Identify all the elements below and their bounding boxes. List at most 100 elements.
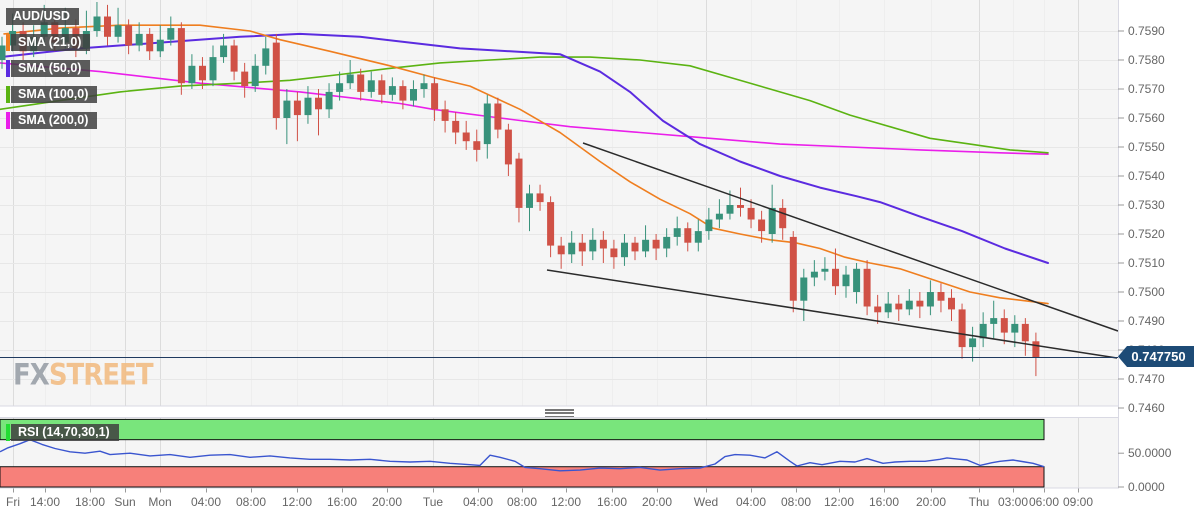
candle-body xyxy=(990,318,998,324)
candle-body xyxy=(652,239,660,249)
price-axis-tick-label: 0.7520 xyxy=(1128,227,1165,241)
candle-body xyxy=(694,231,702,243)
candle-body xyxy=(378,80,386,95)
candle-body xyxy=(884,303,892,313)
legend-item-sma21[interactable]: SMA (21,0) xyxy=(6,34,97,51)
time-axis-tick-label: 16:00 xyxy=(869,495,899,509)
time-axis-tick-label: 04:00 xyxy=(736,495,766,509)
price-axis-tick-label: 0.7570 xyxy=(1128,82,1165,96)
rsi-band-oversold xyxy=(0,466,1045,488)
time-axis-tick-label: 09:00 xyxy=(1063,495,1093,509)
price-axis-tick-label: 0.7510 xyxy=(1128,256,1165,270)
candle-body xyxy=(737,205,744,208)
sma21-color-swatch xyxy=(6,34,10,51)
candle-body xyxy=(241,71,249,87)
time-axis-tick-label: 16:00 xyxy=(327,495,357,509)
candle-body xyxy=(568,242,576,255)
candle-body xyxy=(821,268,829,272)
legend-item-sma200[interactable]: SMA (200,0) xyxy=(6,112,98,129)
candle-body xyxy=(789,236,797,301)
time-axis-tick-label: Mon xyxy=(148,495,171,509)
candle-body xyxy=(367,80,375,92)
legend-item-sma50[interactable]: SMA (50,0) xyxy=(6,60,97,77)
rsi-band-overbought xyxy=(0,418,1045,441)
time-axis-tick-label: Wed xyxy=(694,495,718,509)
rsi-axis-tick-label: 50.0000 xyxy=(1128,446,1172,460)
price-axis-tick-label: 0.7580 xyxy=(1128,53,1165,67)
candle-body xyxy=(779,207,787,229)
rsi-color-swatch xyxy=(6,424,10,441)
candle-body xyxy=(631,242,639,252)
legend-symbol[interactable]: AUD/USD xyxy=(6,8,97,25)
candle-body xyxy=(1032,341,1040,358)
candle-body xyxy=(399,86,407,101)
candle-body xyxy=(673,228,681,237)
candle-body xyxy=(958,309,966,348)
price-axis-tick-label: 0.7470 xyxy=(1128,372,1165,386)
time-axis-tick-label: 04:00 xyxy=(191,495,221,509)
candle-body xyxy=(610,248,618,258)
candle-body xyxy=(969,338,977,348)
candle-body xyxy=(557,245,565,255)
time-axis-tick-label: 04:00 xyxy=(463,495,493,509)
candle-body xyxy=(114,25,122,37)
price-axis-scale[interactable] xyxy=(1118,0,1194,488)
current-price-label: 0.747750 xyxy=(1118,346,1194,367)
candle-body xyxy=(104,16,111,37)
candle-body xyxy=(905,300,913,310)
pane-resize-handle[interactable] xyxy=(545,409,574,417)
candle-body xyxy=(410,89,417,101)
candle-body xyxy=(768,207,776,234)
candle-body xyxy=(304,97,312,116)
rsi-label: RSI (14,70,30,1) xyxy=(11,424,119,441)
trendline-lower[interactable] xyxy=(546,269,1118,359)
candle-body xyxy=(51,22,59,43)
candle-body xyxy=(747,207,755,220)
candle-body xyxy=(684,228,692,243)
candle-body xyxy=(642,239,650,252)
candle-body xyxy=(1021,323,1029,342)
legend-item-sma100[interactable]: SMA (100,0) xyxy=(6,86,98,103)
candle-body xyxy=(515,158,523,208)
price-axis-tick-label: 0.7590 xyxy=(1128,24,1165,38)
candle-body xyxy=(916,300,924,307)
candle-body xyxy=(473,141,481,150)
candle-body xyxy=(842,274,850,287)
candle-body xyxy=(589,239,597,252)
candle-body xyxy=(1011,323,1019,333)
time-axis-tick-label: 08:00 xyxy=(507,495,537,509)
rsi-line xyxy=(0,439,1045,472)
candle-body xyxy=(315,97,322,110)
time-axis-tick-label: Fri xyxy=(6,495,20,509)
sma50-label: SMA (50,0) xyxy=(11,60,91,77)
time-axis-scale[interactable] xyxy=(0,488,1118,513)
time-axis-tick-label: 16:00 xyxy=(597,495,627,509)
price-axis-tick-label: 0.7490 xyxy=(1128,314,1165,328)
time-axis-tick-label: 06:00 xyxy=(1029,495,1059,509)
fxstreet-logo-fx: FX xyxy=(13,358,50,393)
candle-body xyxy=(536,193,544,203)
candle-body xyxy=(441,109,449,121)
candle-body xyxy=(167,28,175,40)
time-axis-tick-label: 20:00 xyxy=(916,495,946,509)
trendline-upper[interactable] xyxy=(582,142,1119,332)
candle-body xyxy=(726,205,734,214)
candle-body xyxy=(979,323,987,339)
candle-body xyxy=(357,74,365,92)
sma200-label: SMA (200,0) xyxy=(11,112,98,129)
candle-body xyxy=(758,219,766,232)
candle-body xyxy=(547,202,555,246)
sma100-label: SMA (100,0) xyxy=(11,86,98,103)
rsi-indicator-legend[interactable]: RSI (14,70,30,1) xyxy=(6,424,119,441)
candle-body xyxy=(504,129,512,165)
fxstreet-logo: FXSTREET xyxy=(13,358,154,393)
candle-body xyxy=(462,132,470,142)
candle-body xyxy=(599,239,607,249)
time-axis-tick-label: 20:00 xyxy=(642,495,672,509)
candle-body xyxy=(135,33,143,46)
symbol-label: AUD/USD xyxy=(6,8,79,25)
sma21-label: SMA (21,0) xyxy=(11,34,91,51)
candle-body xyxy=(209,57,217,81)
candle-body xyxy=(578,242,586,252)
